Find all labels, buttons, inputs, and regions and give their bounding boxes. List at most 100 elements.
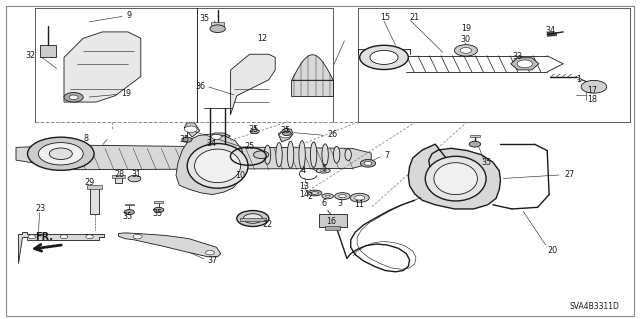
Text: 35: 35 — [123, 212, 133, 221]
Text: 21: 21 — [410, 13, 420, 22]
Text: 7: 7 — [384, 151, 389, 160]
Bar — [211, 22, 224, 26]
Bar — [240, 218, 266, 221]
Text: 23: 23 — [35, 204, 45, 213]
Text: 22: 22 — [262, 220, 273, 229]
Circle shape — [360, 45, 408, 70]
Text: 24: 24 — [206, 139, 216, 148]
Text: 28: 28 — [114, 170, 124, 179]
Text: 32: 32 — [26, 51, 36, 60]
Polygon shape — [547, 33, 557, 36]
Polygon shape — [176, 134, 244, 195]
Circle shape — [124, 210, 134, 215]
Circle shape — [128, 175, 141, 182]
Circle shape — [253, 151, 269, 159]
Text: 34: 34 — [545, 26, 556, 35]
Text: 14: 14 — [300, 190, 310, 199]
Bar — [87, 185, 102, 189]
Text: 10: 10 — [236, 171, 246, 180]
Bar — [112, 175, 125, 178]
Text: 5: 5 — [321, 164, 326, 173]
Circle shape — [49, 148, 72, 160]
Circle shape — [182, 137, 192, 142]
Text: 11: 11 — [354, 200, 364, 209]
Ellipse shape — [320, 170, 326, 172]
Text: 31: 31 — [131, 170, 141, 179]
Text: 18: 18 — [588, 95, 598, 104]
Ellipse shape — [287, 141, 294, 168]
Ellipse shape — [339, 195, 346, 198]
Text: 35: 35 — [481, 158, 492, 167]
Polygon shape — [16, 145, 371, 170]
Text: 3: 3 — [338, 199, 343, 208]
Polygon shape — [230, 54, 275, 115]
Text: 29: 29 — [84, 178, 95, 187]
Text: 13: 13 — [300, 182, 310, 191]
Text: 19: 19 — [122, 89, 132, 98]
Text: 27: 27 — [564, 170, 575, 179]
Circle shape — [460, 48, 472, 53]
Circle shape — [154, 207, 164, 212]
Circle shape — [250, 129, 259, 134]
Text: 1: 1 — [576, 75, 581, 84]
Text: 2: 2 — [307, 192, 312, 201]
Ellipse shape — [333, 146, 340, 163]
Text: 16: 16 — [326, 217, 337, 226]
Ellipse shape — [425, 156, 486, 201]
Circle shape — [69, 95, 78, 100]
Ellipse shape — [310, 142, 317, 167]
Ellipse shape — [195, 149, 241, 182]
Circle shape — [210, 25, 225, 33]
Text: 8: 8 — [83, 134, 88, 143]
Circle shape — [28, 235, 36, 239]
Ellipse shape — [345, 149, 351, 160]
Circle shape — [60, 235, 68, 239]
Text: 9: 9 — [127, 11, 132, 20]
Text: 20: 20 — [547, 246, 557, 255]
Polygon shape — [64, 32, 141, 102]
Circle shape — [581, 80, 607, 93]
Ellipse shape — [188, 144, 248, 188]
Circle shape — [64, 93, 83, 102]
Text: FR.: FR. — [35, 233, 53, 242]
Text: 35: 35 — [200, 14, 210, 23]
Text: 33: 33 — [512, 52, 522, 61]
Ellipse shape — [325, 195, 330, 197]
Circle shape — [38, 143, 83, 165]
Circle shape — [133, 234, 142, 239]
Circle shape — [360, 160, 376, 167]
Bar — [325, 226, 340, 230]
Ellipse shape — [316, 168, 330, 173]
Text: 12: 12 — [257, 34, 268, 43]
Text: 35: 35 — [179, 135, 189, 144]
Polygon shape — [278, 129, 293, 142]
Ellipse shape — [308, 190, 322, 196]
Bar — [90, 188, 99, 214]
Bar — [115, 177, 122, 183]
Ellipse shape — [311, 192, 319, 194]
Circle shape — [211, 134, 221, 139]
Ellipse shape — [355, 196, 365, 200]
Circle shape — [469, 141, 481, 147]
Circle shape — [243, 214, 262, 223]
Ellipse shape — [350, 193, 369, 202]
Bar — [470, 135, 480, 137]
Ellipse shape — [276, 143, 282, 167]
Bar — [154, 201, 163, 203]
Polygon shape — [208, 133, 230, 141]
Text: SVA4B3311D: SVA4B3311D — [570, 302, 620, 311]
Ellipse shape — [434, 163, 477, 195]
Circle shape — [364, 161, 372, 165]
Circle shape — [370, 50, 398, 64]
Text: 25: 25 — [244, 142, 255, 151]
Bar — [125, 204, 134, 205]
Circle shape — [282, 131, 291, 136]
Text: 37: 37 — [207, 256, 218, 265]
Polygon shape — [408, 144, 500, 209]
Polygon shape — [18, 232, 104, 263]
Circle shape — [280, 132, 291, 138]
Polygon shape — [511, 58, 539, 70]
Ellipse shape — [335, 193, 350, 200]
Polygon shape — [118, 233, 221, 257]
Text: 19: 19 — [461, 24, 471, 33]
